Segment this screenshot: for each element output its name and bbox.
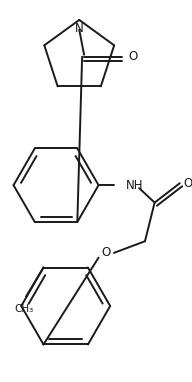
Text: O: O [184, 177, 192, 190]
Text: N: N [75, 22, 84, 35]
Text: O: O [129, 50, 138, 63]
Text: O: O [102, 246, 111, 259]
Text: CH₃: CH₃ [15, 304, 34, 314]
Text: NH: NH [126, 179, 143, 192]
